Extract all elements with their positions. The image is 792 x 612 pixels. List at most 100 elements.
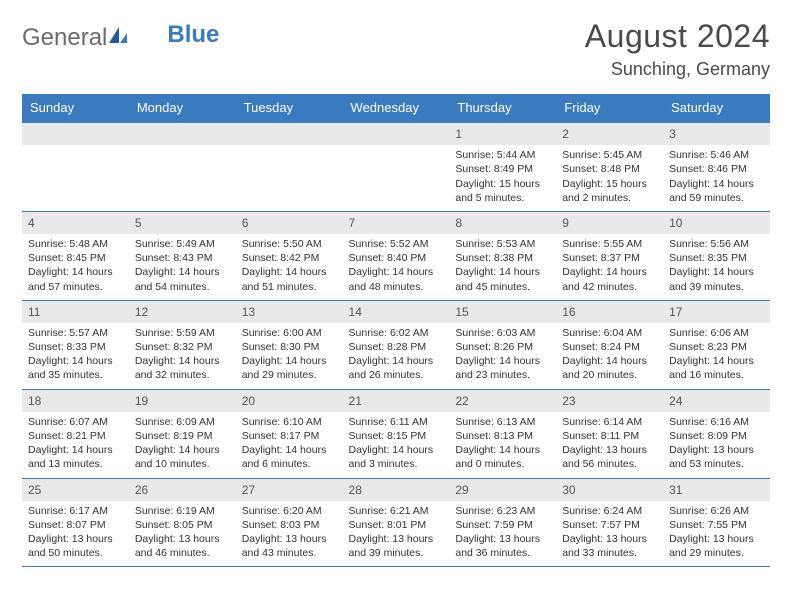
- sunset-line: Sunset: 8:37 PM: [562, 251, 657, 265]
- daylight-line: Daylight: 13 hours and 36 minutes.: [455, 532, 550, 560]
- sunrise-line: Sunrise: 6:16 AM: [669, 415, 764, 429]
- sunset-line: Sunset: 8:48 PM: [562, 162, 657, 176]
- sunrise-line: Sunrise: 5:48 AM: [28, 237, 123, 251]
- calendar-cell: 28 Sunrise: 6:21 AMSunset: 8:01 PMDayligh…: [343, 478, 450, 567]
- day-number: 14: [343, 301, 450, 323]
- day-details-empty: [129, 145, 236, 168]
- calendar-cell: 5Sunrise: 5:49 AMSunset: 8:43 PMDaylight…: [129, 211, 236, 300]
- sunset-line: Sunset: 8:38 PM: [455, 251, 550, 265]
- day-header: Wednesday: [343, 94, 450, 122]
- sunset-line: Sunset: 8:46 PM: [669, 162, 764, 176]
- sunrise-line: Sunrise: 5:45 AM: [562, 148, 657, 162]
- calendar-table: SundayMondayTuesdayWednesdayThursdayFrid…: [22, 94, 770, 567]
- sunset-line: Sunset: 8:33 PM: [28, 340, 123, 354]
- calendar-cell: 3Sunrise: 5:46 AMSunset: 8:46 PMDaylight…: [663, 122, 770, 211]
- sunrise-line: Sunrise: 6:17 AM: [28, 504, 123, 518]
- sunrise-line: Sunrise: 6:06 AM: [669, 326, 764, 340]
- daylight-line: Daylight: 13 hours and 33 minutes.: [562, 532, 657, 560]
- day-number: 1: [449, 123, 556, 145]
- daylight-line: Daylight: 15 hours and 5 minutes.: [455, 177, 550, 205]
- daylight-line: Daylight: 14 hours and 6 minutes.: [242, 443, 337, 471]
- sunrise-line: Sunrise: 6:04 AM: [562, 326, 657, 340]
- daylight-line: Daylight: 14 hours and 20 minutes.: [562, 354, 657, 382]
- sunset-line: Sunset: 7:55 PM: [669, 518, 764, 532]
- calendar-cell: [343, 122, 450, 211]
- sunrise-line: Sunrise: 6:02 AM: [349, 326, 444, 340]
- calendar-cell: 20Sunrise: 6:10 AMSunset: 8:17 PMDayligh…: [236, 389, 343, 478]
- sunrise-line: Sunrise: 6:14 AM: [562, 415, 657, 429]
- day-header: Monday: [129, 94, 236, 122]
- day-number-empty: [236, 123, 343, 145]
- day-details: Sunrise: 5:55 AMSunset: 8:37 PMDaylight:…: [556, 234, 663, 300]
- calendar-cell: [129, 122, 236, 211]
- calendar-cell: 27Sunrise: 6:20 AMSunset: 8:03 PMDayligh…: [236, 478, 343, 567]
- sunset-line: Sunset: 8:05 PM: [135, 518, 230, 532]
- calendar-row: 11Sunrise: 5:57 AMSunset: 8:33 PMDayligh…: [22, 300, 770, 389]
- day-details: Sunrise: 5:49 AMSunset: 8:43 PMDaylight:…: [129, 234, 236, 300]
- sunset-line: Sunset: 8:45 PM: [28, 251, 123, 265]
- sunrise-line: Sunrise: 5:56 AM: [669, 237, 764, 251]
- daylight-line: Daylight: 14 hours and 13 minutes.: [28, 443, 123, 471]
- day-number: 11: [22, 301, 129, 323]
- sunrise-line: Sunrise: 6:24 AM: [562, 504, 657, 518]
- calendar-cell: 2Sunrise: 5:45 AMSunset: 8:48 PMDaylight…: [556, 122, 663, 211]
- calendar-row: 4Sunrise: 5:48 AMSunset: 8:45 PMDaylight…: [22, 211, 770, 300]
- daylight-line: Daylight: 14 hours and 3 minutes.: [349, 443, 444, 471]
- sunset-line: Sunset: 8:28 PM: [349, 340, 444, 354]
- calendar-cell: 8Sunrise: 5:53 AMSunset: 8:38 PMDaylight…: [449, 211, 556, 300]
- daylight-line: Daylight: 14 hours and 23 minutes.: [455, 354, 550, 382]
- calendar-cell: 23Sunrise: 6:14 AMSunset: 8:11 PMDayligh…: [556, 389, 663, 478]
- sunset-line: Sunset: 8:09 PM: [669, 429, 764, 443]
- sunrise-line: Sunrise: 6:09 AM: [135, 415, 230, 429]
- daylight-line: Daylight: 14 hours and 32 minutes.: [135, 354, 230, 382]
- calendar-cell: 13Sunrise: 6:00 AMSunset: 8:30 PMDayligh…: [236, 300, 343, 389]
- calendar-row: 1Sunrise: 5:44 AMSunset: 8:49 PMDaylight…: [22, 122, 770, 211]
- daylight-line: Daylight: 13 hours and 39 minutes.: [349, 532, 444, 560]
- calendar-cell: 9Sunrise: 5:55 AMSunset: 8:37 PMDaylight…: [556, 211, 663, 300]
- calendar-cell: 26Sunrise: 6:19 AMSunset: 8:05 PMDayligh…: [129, 478, 236, 567]
- sunset-line: Sunset: 8:19 PM: [135, 429, 230, 443]
- sunset-line: Sunset: 8:21 PM: [28, 429, 123, 443]
- day-number: 31: [663, 479, 770, 501]
- day-details: Sunrise: 6:10 AMSunset: 8:17 PMDaylight:…: [236, 412, 343, 478]
- day-number: 28: [343, 479, 450, 501]
- day-number: 12: [129, 301, 236, 323]
- day-number: 17: [663, 301, 770, 323]
- day-header: Friday: [556, 94, 663, 122]
- sunset-line: Sunset: 7:57 PM: [562, 518, 657, 532]
- day-number: 8: [449, 212, 556, 234]
- day-number: 2: [556, 123, 663, 145]
- sunrise-line: Sunrise: 6:20 AM: [242, 504, 337, 518]
- day-details-empty: [22, 145, 129, 168]
- day-number: 30: [556, 479, 663, 501]
- day-number: 19: [129, 390, 236, 412]
- day-details: Sunrise: 6:07 AMSunset: 8:21 PMDaylight:…: [22, 412, 129, 478]
- sunset-line: Sunset: 8:17 PM: [242, 429, 337, 443]
- calendar-cell: [22, 122, 129, 211]
- day-number: 20: [236, 390, 343, 412]
- sunrise-line: Sunrise: 6:21 AM: [349, 504, 444, 518]
- sunset-line: Sunset: 8:42 PM: [242, 251, 337, 265]
- calendar-cell: 10Sunrise: 5:56 AMSunset: 8:35 PMDayligh…: [663, 211, 770, 300]
- sunrise-line: Sunrise: 5:46 AM: [669, 148, 764, 162]
- day-number: 21: [343, 390, 450, 412]
- sunset-line: Sunset: 8:32 PM: [135, 340, 230, 354]
- day-details: Sunrise: 6:23 AMSunset: 7:59 PMDaylight:…: [449, 501, 556, 567]
- day-number: 13: [236, 301, 343, 323]
- calendar-body: 1Sunrise: 5:44 AMSunset: 8:49 PMDaylight…: [22, 122, 770, 567]
- sunset-line: Sunset: 8:01 PM: [349, 518, 444, 532]
- day-number: 18: [22, 390, 129, 412]
- day-header: Tuesday: [236, 94, 343, 122]
- calendar-cell: 4Sunrise: 5:48 AMSunset: 8:45 PMDaylight…: [22, 211, 129, 300]
- day-header: Thursday: [449, 94, 556, 122]
- calendar-cell: 19Sunrise: 6:09 AMSunset: 8:19 PMDayligh…: [129, 389, 236, 478]
- sunrise-line: Sunrise: 6:00 AM: [242, 326, 337, 340]
- calendar-cell: 7Sunrise: 5:52 AMSunset: 8:40 PMDaylight…: [343, 211, 450, 300]
- day-details: Sunrise: 5:44 AMSunset: 8:49 PMDaylight:…: [449, 145, 556, 211]
- day-header: Sunday: [22, 94, 129, 122]
- daylight-line: Daylight: 14 hours and 26 minutes.: [349, 354, 444, 382]
- day-details: Sunrise: 5:59 AMSunset: 8:32 PMDaylight:…: [129, 323, 236, 389]
- day-number-empty: [129, 123, 236, 145]
- day-details: Sunrise: 5:53 AMSunset: 8:38 PMDaylight:…: [449, 234, 556, 300]
- day-details: Sunrise: 6:02 AMSunset: 8:28 PMDaylight:…: [343, 323, 450, 389]
